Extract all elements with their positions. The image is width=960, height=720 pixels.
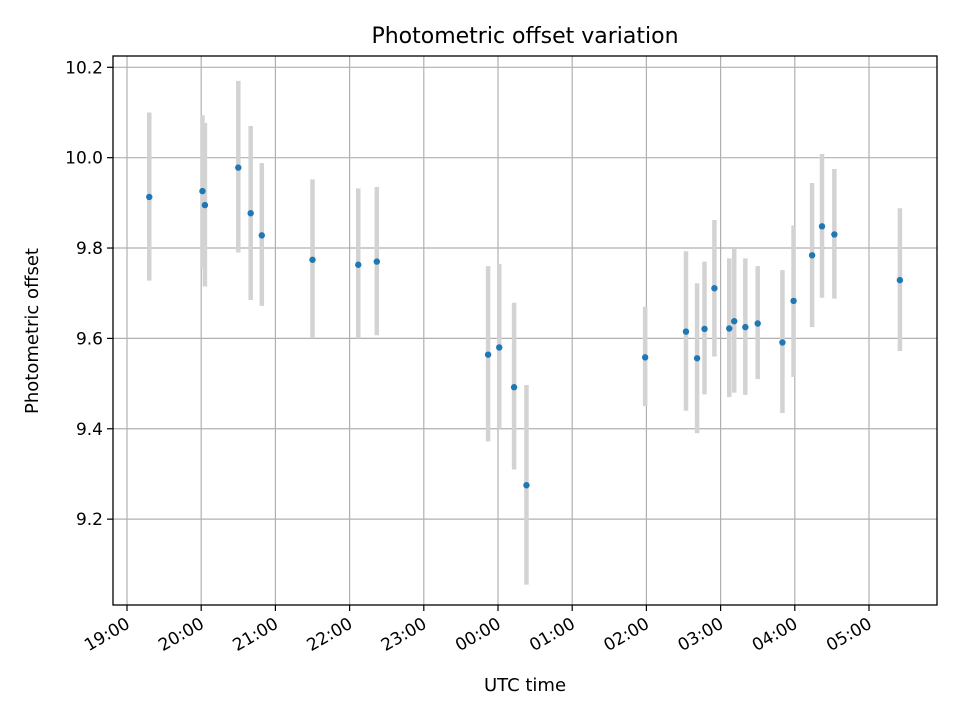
data-point [742,323,749,331]
x-tick-label: 19:00 [81,614,133,656]
x-tick-label: 02:00 [600,614,652,656]
data-point [496,344,503,351]
data-point [146,193,153,201]
x-axis-label: UTC time [484,675,566,696]
x-tick-label: 22:00 [304,614,356,656]
errorbar-layer [147,80,903,585]
data-point [693,355,701,362]
x-tick-label: 04:00 [749,614,801,656]
y-tick-label: 10.2 [65,58,103,78]
plot-frame [112,55,938,606]
chart-title: Photometric offset variation [371,24,678,49]
point-layer [146,164,904,489]
data-point [199,187,206,195]
y-tick-label: 9.4 [76,420,103,440]
data-point [808,252,816,259]
data-point [818,223,826,230]
data-point [201,201,209,209]
data-point [373,258,381,265]
data-point [258,232,265,239]
y-tick-label: 9.8 [76,239,103,259]
data-point [523,482,530,489]
y-tick-label: 9.2 [76,510,103,530]
data-point [641,354,649,361]
data-point [682,328,690,335]
x-tick-label: 03:00 [675,614,727,656]
x-tick-label: 23:00 [378,614,430,656]
data-point [355,261,362,268]
data-point [754,320,761,327]
data-point [779,339,786,346]
data-point [484,351,492,358]
x-tick-label: 21:00 [229,614,281,656]
data-point [731,318,738,325]
y-tick-label: 10.0 [65,149,103,169]
x-tick-label: 20:00 [155,614,207,656]
data-point [790,297,797,305]
data-point [309,256,316,263]
tick-layer: 19:00 20:00 21:00 22:00 23:00 00:00 01:00 02:00… [65,58,875,656]
data-point [711,285,718,292]
data-point [726,325,733,332]
x-tick-label: 00:00 [452,614,504,656]
data-point [510,384,518,391]
data-point [701,325,708,333]
data-point [831,231,838,238]
data-point [235,164,242,171]
data-point [247,210,254,217]
x-tick-label: 05:00 [823,614,875,656]
y-axis-label: Photometric offset [22,248,43,414]
x-tick-label: 01:00 [526,614,578,656]
data-point [896,276,904,284]
y-tick-label: 9.6 [76,329,103,349]
